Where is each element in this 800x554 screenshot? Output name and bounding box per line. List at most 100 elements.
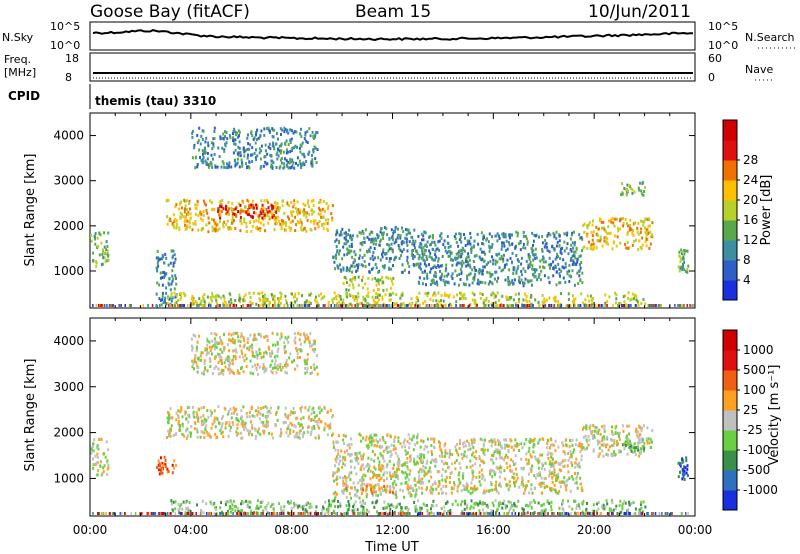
echo-pixel	[112, 304, 115, 307]
echo-pixel	[440, 448, 443, 452]
echo-pixel	[230, 206, 233, 210]
echo-pixel	[416, 460, 419, 464]
echo-pixel	[496, 232, 499, 236]
echo-pixel	[350, 452, 353, 456]
echo-pixel	[467, 263, 470, 267]
echo-pixel	[273, 228, 276, 232]
echo-pixel	[591, 234, 594, 238]
echo-pixel	[184, 224, 187, 227]
echo-pixel	[499, 470, 502, 474]
echo-pixel	[422, 238, 425, 242]
echo-pixel	[361, 278, 363, 282]
echo-pixel	[388, 243, 390, 247]
echo-pixel	[467, 255, 470, 259]
echo-pixel	[313, 349, 316, 353]
echo-pixel	[178, 202, 181, 206]
echo-pixel	[426, 272, 429, 276]
echo-pixel	[379, 452, 382, 456]
echo-pixel	[573, 243, 576, 247]
echo-pixel	[171, 221, 174, 225]
echo-pixel	[314, 347, 317, 351]
echo-pixel	[548, 474, 551, 478]
echo-pixel	[417, 299, 420, 303]
echo-pixel	[314, 436, 317, 440]
echo-pixel	[208, 357, 211, 361]
echo-pixel	[204, 367, 207, 371]
echo-pixel	[314, 339, 316, 343]
echo-pixel	[251, 146, 254, 150]
echo-pixel	[407, 228, 410, 232]
echo-pixel	[371, 254, 374, 258]
echo-pixel	[203, 361, 206, 365]
echo-pixel	[251, 433, 254, 437]
echo-pixel	[538, 482, 541, 486]
echo-pixel	[187, 420, 190, 424]
echo-pixel	[262, 429, 265, 433]
echo-pixel	[248, 160, 251, 164]
echo-pixel	[103, 464, 106, 468]
echo-pixel	[579, 476, 582, 480]
echo-pixel	[644, 231, 647, 235]
echo-pixel	[503, 446, 506, 450]
echo-pixel	[331, 298, 334, 302]
echo-pixel	[368, 262, 371, 266]
echo-pixel	[628, 224, 631, 228]
echo-pixel	[200, 159, 203, 162]
echo-pixel	[571, 438, 574, 442]
echo-pixel	[559, 247, 562, 251]
echo-pixel	[449, 452, 452, 456]
echo-pixel	[166, 215, 169, 218]
echo-pixel	[441, 491, 443, 495]
echo-pixel	[446, 451, 449, 455]
echo-pixel	[397, 234, 400, 238]
echo-pixel	[306, 370, 308, 374]
echo-pixel	[106, 249, 109, 253]
echo-pixel	[231, 210, 234, 214]
echo-pixel	[169, 304, 171, 307]
echo-pixel	[502, 232, 505, 236]
echo-pixel	[412, 489, 415, 492]
echo-pixel	[316, 302, 319, 306]
echo-pixel	[567, 292, 570, 296]
echo-pixel	[678, 254, 681, 258]
echo-pixel	[462, 248, 465, 252]
echo-pixel	[468, 263, 471, 267]
echo-pixel	[268, 409, 271, 413]
echo-pixel	[299, 342, 302, 346]
echo-pixel	[461, 246, 464, 250]
echo-pixel	[191, 297, 193, 301]
echo-pixel	[206, 295, 209, 299]
echo-pixel	[271, 351, 274, 355]
echo-pixel	[303, 359, 306, 363]
echo-pixel	[304, 301, 306, 305]
echo-pixel	[473, 441, 476, 445]
echo-pixel	[480, 459, 483, 463]
echo-pixel	[445, 476, 448, 480]
echo-pixel	[225, 304, 227, 307]
echo-pixel	[626, 240, 629, 244]
echo-pixel	[312, 199, 315, 202]
echo-pixel	[283, 345, 286, 348]
echo-pixel	[526, 240, 529, 244]
echo-pixel	[557, 475, 559, 479]
echo-pixel	[500, 257, 503, 261]
echo-pixel	[324, 422, 327, 426]
echo-pixel	[647, 304, 650, 307]
echo-pixel	[567, 458, 570, 462]
echo-pixel	[379, 258, 382, 262]
echo-pixel	[419, 262, 422, 266]
echo-pixel	[437, 484, 440, 488]
echo-pixel	[362, 436, 365, 440]
echo-pixel	[276, 367, 279, 371]
echo-pixel	[386, 463, 389, 467]
echo-pixel	[191, 300, 194, 304]
power-echoes	[90, 126, 695, 308]
echo-pixel	[548, 250, 551, 254]
echo-pixel	[360, 457, 363, 461]
echo-pixel	[285, 431, 288, 435]
echo-pixel	[256, 413, 259, 417]
echo-pixel	[163, 455, 166, 459]
echo-pixel	[345, 304, 347, 307]
echo-pixel	[416, 295, 419, 299]
